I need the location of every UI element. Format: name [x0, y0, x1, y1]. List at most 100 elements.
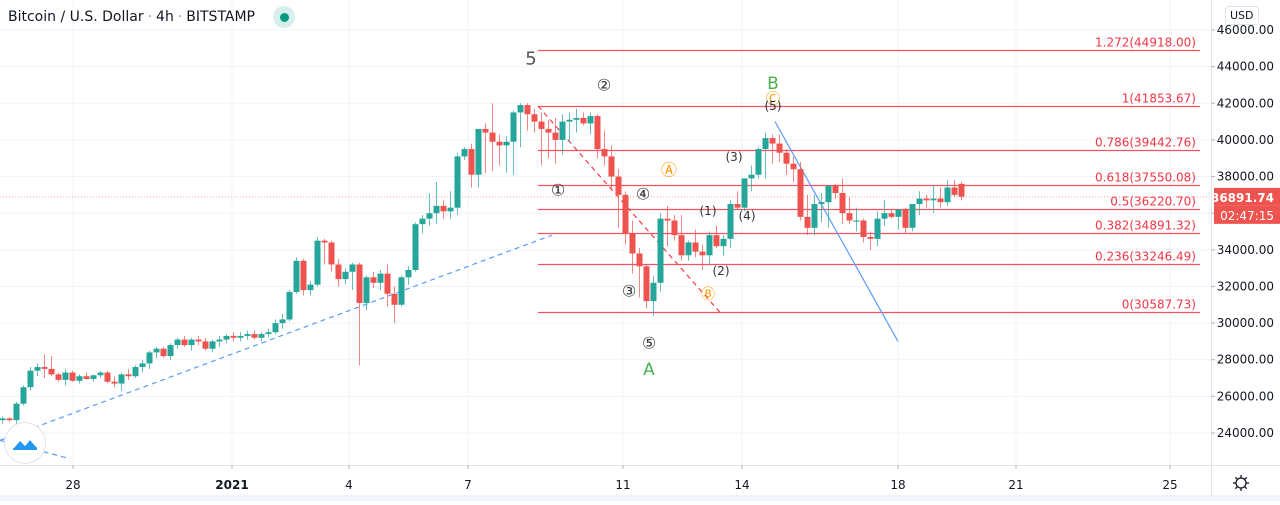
candle-body [125, 374, 132, 377]
candle [692, 229, 699, 258]
candle-body [195, 339, 202, 342]
price-tick-label: 40000.00 [1217, 133, 1274, 147]
price-axis[interactable]: 46000.00 44000.00 42000.00 40000.00 38000.00… [1211, 23, 1280, 440]
candle-body [727, 204, 734, 239]
wave-label[interactable]: (5) [765, 99, 782, 113]
candle [811, 194, 818, 236]
price-tick-label: 46000.00 [1217, 23, 1274, 37]
candle-body [517, 105, 524, 113]
wave-label[interactable]: B [767, 74, 779, 94]
candle-body [783, 152, 790, 164]
wave-label[interactable]: (4) [739, 209, 756, 223]
wave-label[interactable]: (3) [726, 150, 743, 164]
wave-label[interactable]: Ⓐ [661, 161, 677, 180]
wave-label[interactable]: A [643, 360, 655, 380]
candle-body [223, 335, 230, 340]
trendline-uptrend-support[interactable] [0, 234, 553, 441]
candle-body [706, 235, 713, 256]
candle-body [454, 156, 461, 208]
wave-label[interactable]: 5 [525, 48, 536, 69]
fibonacci-retracement[interactable]: 1.272(44918.00) 1(41853.67) 0.786(39442.76… [538, 36, 1200, 314]
price-tick-label: 24000.00 [1217, 426, 1274, 440]
trendlines[interactable] [0, 105, 899, 460]
trendline-red-diag[interactable] [537, 105, 721, 313]
candle-body [685, 242, 692, 256]
elliott-wave-labels[interactable]: 5 ② ① Ⓐ ④ (1) (3) (4) (2) ③ Ⓑ ⑤ A BⒸ(5) [525, 48, 781, 380]
candle-body [503, 141, 510, 146]
candle-body [790, 163, 797, 170]
candle [727, 200, 734, 248]
time-tick-label: 21 [1008, 478, 1023, 492]
candle [510, 110, 517, 175]
candle-body [615, 176, 622, 195]
candle-body [748, 174, 755, 179]
candle [48, 356, 55, 377]
candle [146, 350, 153, 369]
candle [0, 416, 6, 424]
gear-icon[interactable] [1232, 474, 1250, 496]
trendline-downtrend[interactable] [774, 121, 899, 342]
candle [699, 244, 706, 270]
candle-body [244, 334, 251, 336]
candle [825, 185, 832, 228]
candle [118, 372, 125, 391]
tradingview-logo-icon[interactable] [4, 422, 46, 464]
candle [195, 335, 202, 346]
candle-body [69, 372, 76, 381]
candle [69, 370, 76, 382]
candle-body [146, 352, 153, 364]
candle-body [300, 260, 307, 291]
candle [139, 359, 146, 373]
wave-label[interactable]: ③ [622, 282, 636, 301]
candle-body [944, 187, 951, 203]
candle-body [601, 149, 608, 157]
candle-body [419, 218, 426, 225]
candle-body [13, 403, 20, 421]
wave-label[interactable]: Ⓑ [701, 287, 715, 303]
wave-label[interactable]: (2) [713, 264, 730, 278]
candle [167, 343, 174, 360]
candle [545, 119, 552, 159]
candle-body [307, 284, 314, 291]
candle-body [90, 375, 97, 379]
candle [685, 240, 692, 261]
market-status-icon[interactable] [273, 6, 296, 28]
candle [6, 417, 13, 423]
candle-body [755, 149, 762, 175]
time-axis[interactable]: 28 2021 4 7 11 14 18 21 25 [65, 465, 1178, 492]
symbol-title[interactable]: Bitcoin / U.S. Dollar · 4h · BITSTAMP [8, 6, 296, 28]
candle [741, 178, 748, 212]
candle-body [622, 194, 629, 234]
candle [846, 196, 853, 225]
candle-body [867, 236, 874, 239]
candle-body [874, 218, 881, 239]
currency-button[interactable]: USD [1225, 6, 1259, 25]
wave-label[interactable]: ① [551, 181, 565, 200]
candle-body [888, 213, 895, 217]
candle-body [636, 253, 643, 267]
wave-label[interactable]: ④ [636, 185, 650, 204]
candle [650, 275, 657, 316]
candle [762, 132, 769, 179]
candle-body [587, 116, 594, 124]
candle-body [342, 271, 349, 280]
candle [482, 123, 489, 173]
candle-body [20, 387, 27, 404]
wave-label[interactable]: Ⓒ [765, 89, 780, 107]
candle-body [839, 193, 846, 214]
candle [209, 339, 216, 353]
wave-label[interactable]: ② [597, 76, 611, 95]
candle [531, 108, 538, 133]
candle-body [916, 198, 923, 205]
candle-body [83, 376, 90, 379]
candle [832, 183, 839, 199]
wave-label[interactable]: ⑤ [642, 334, 656, 353]
candle [902, 207, 909, 234]
time-tick-label: 18 [890, 478, 905, 492]
candle [104, 370, 111, 384]
countdown-value: 02:47:15 [1220, 209, 1274, 223]
wave-label[interactable]: (1) [700, 204, 717, 218]
candle [608, 145, 615, 190]
